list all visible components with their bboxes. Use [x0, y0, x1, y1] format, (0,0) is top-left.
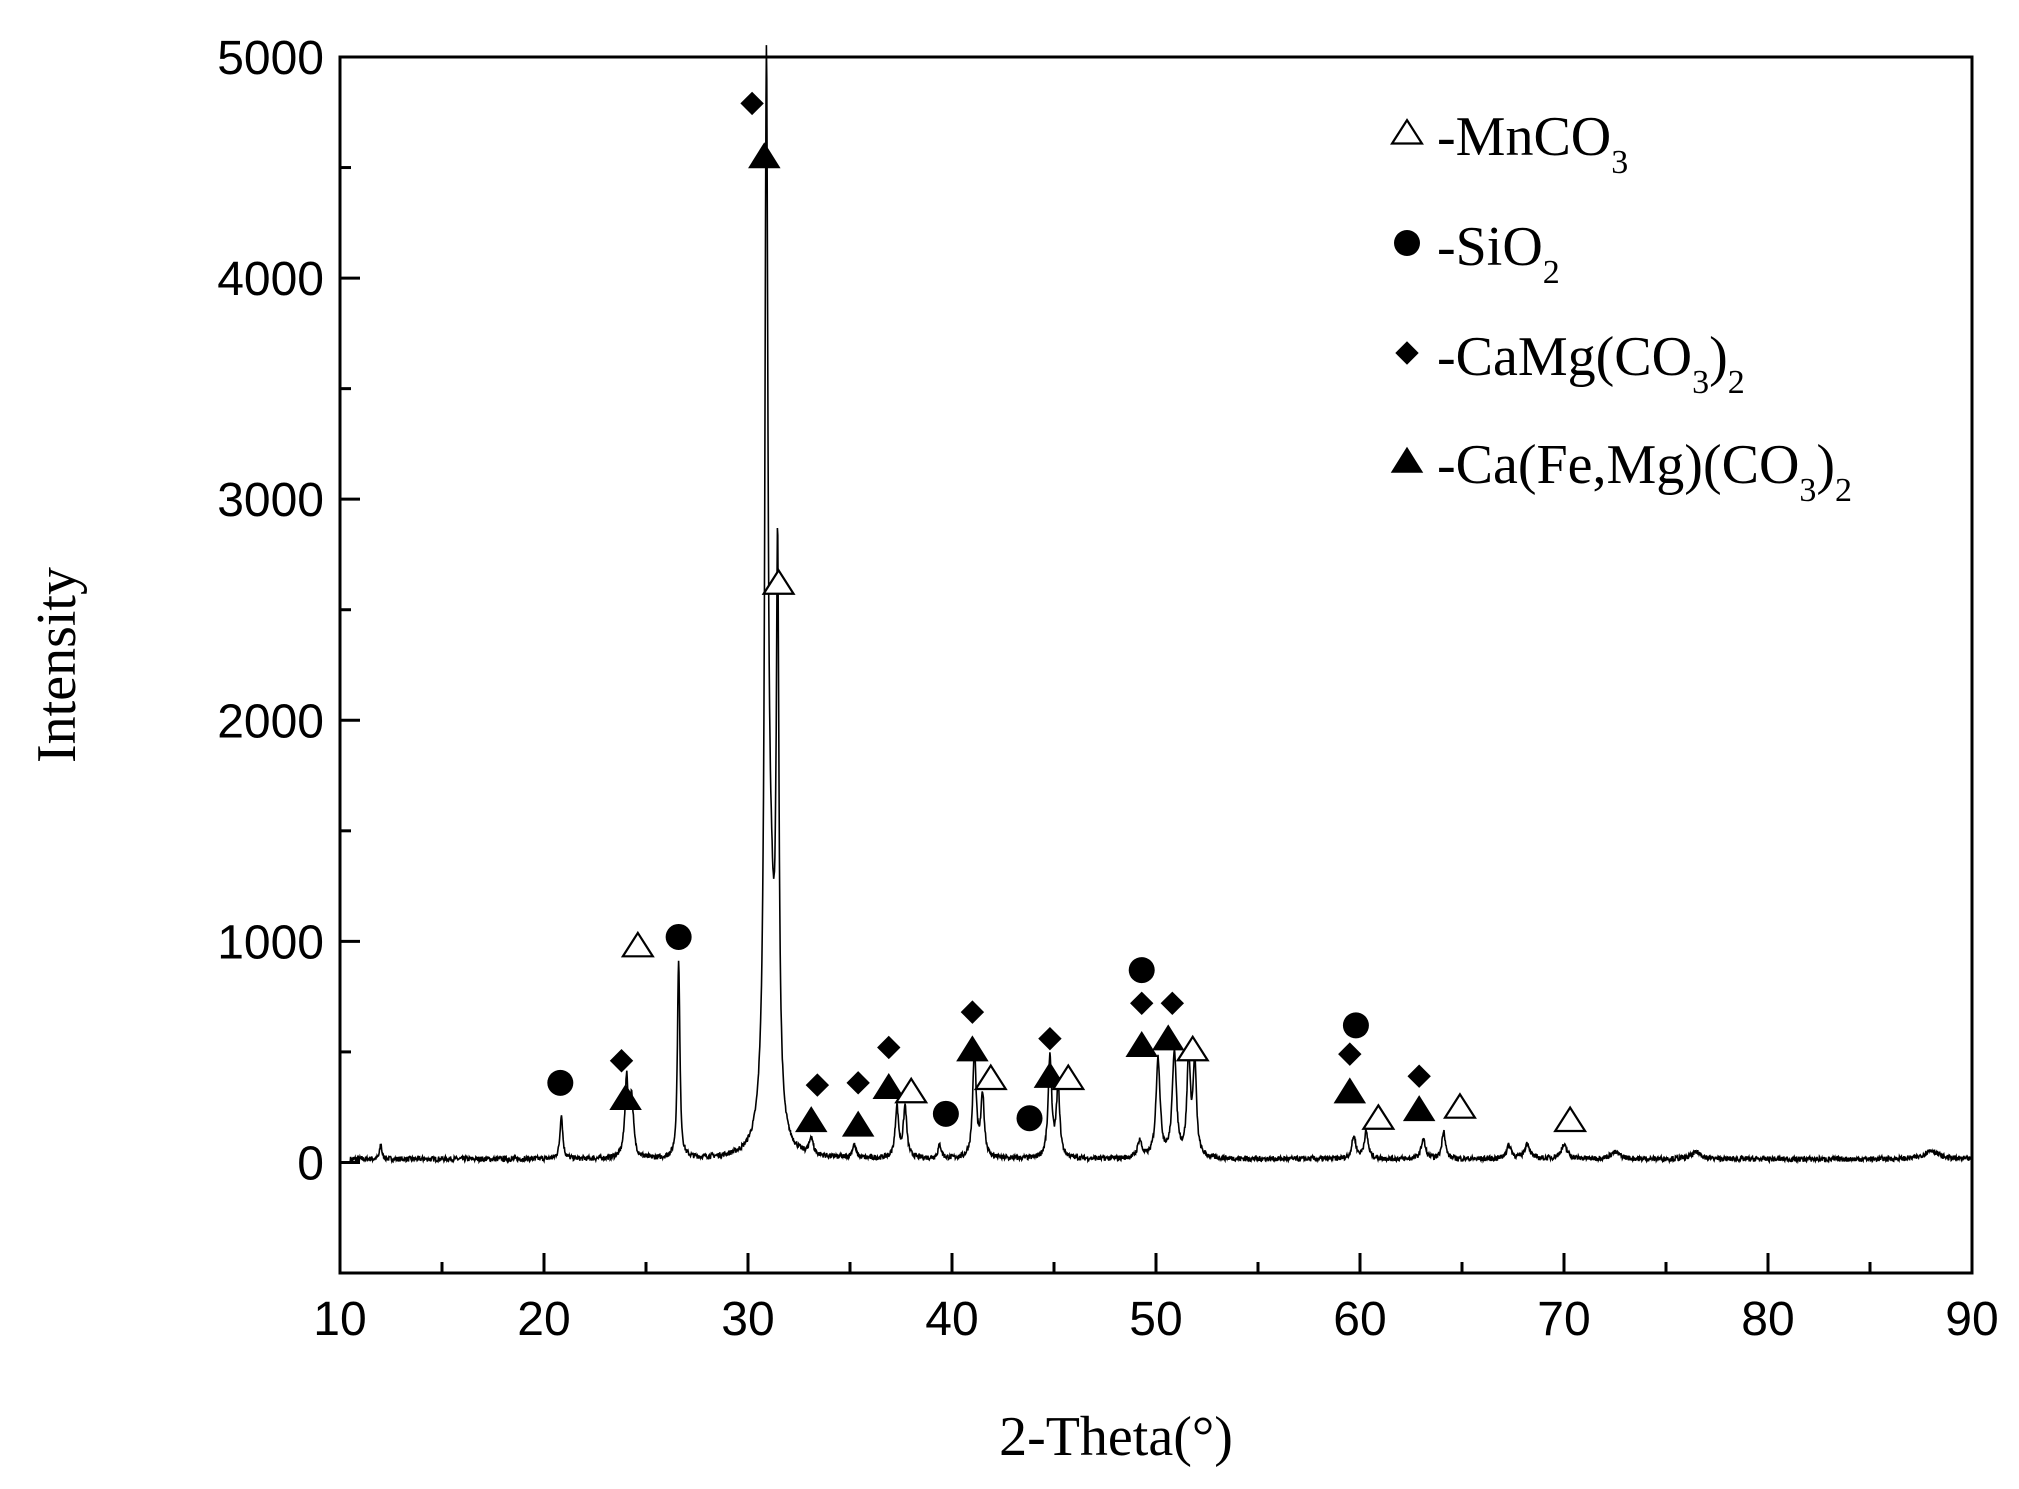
- circle-marker: [1128, 957, 1155, 984]
- x-tick-label: 60: [1333, 1293, 1386, 1346]
- triangle-marker: [748, 142, 781, 169]
- xrd-pattern-line: [349, 45, 1971, 1165]
- y-tick-label: 2000: [217, 695, 324, 748]
- diamond-marker: [805, 1073, 830, 1097]
- legend-diamond-symbol: [1395, 341, 1419, 365]
- y-axis-title: Intensity: [26, 567, 88, 763]
- circle-marker: [932, 1100, 959, 1127]
- circle-marker: [665, 923, 692, 950]
- triangle-marker: [1151, 1024, 1185, 1051]
- legend-label: -SiO2: [1437, 216, 1560, 291]
- diamond-marker: [1160, 991, 1185, 1015]
- diamond-marker: [1407, 1064, 1431, 1088]
- x-tick-label: 20: [517, 1293, 570, 1346]
- x-tick-label: 90: [1945, 1293, 1998, 1346]
- triangle-marker: [841, 1110, 875, 1137]
- triangle-marker: [956, 1035, 989, 1062]
- diamond-marker: [609, 1049, 634, 1073]
- open-triangle-marker: [1443, 1092, 1477, 1119]
- x-tick-label: 50: [1129, 1293, 1182, 1346]
- diamond-marker: [1038, 1026, 1062, 1051]
- x-tick-label: 80: [1741, 1293, 1794, 1346]
- diamond-marker: [846, 1071, 870, 1095]
- legend-label: -Ca(Fe,Mg)(CO3)2: [1437, 434, 1852, 509]
- diamond-marker: [1130, 991, 1154, 1015]
- phase-markers: [547, 91, 1588, 1137]
- x-tick-label: 70: [1537, 1293, 1590, 1346]
- x-tick-label: 10: [313, 1293, 366, 1346]
- open-triangle-marker: [1553, 1105, 1588, 1133]
- x-tick-label: 30: [721, 1293, 774, 1346]
- open-triangle-marker: [1361, 1103, 1396, 1130]
- diamond-marker: [877, 1035, 901, 1060]
- legend-circle-symbol: [1394, 230, 1420, 256]
- x-axis-title: 2-Theta(°): [999, 1406, 1233, 1468]
- y-tick-label: 5000: [217, 32, 324, 85]
- circle-marker: [1342, 1012, 1369, 1039]
- y-tick-label: 3000: [217, 474, 324, 527]
- y-axis-ticks: [340, 55, 360, 1275]
- triangle-marker: [872, 1072, 906, 1099]
- triangle-marker: [1125, 1030, 1158, 1057]
- x-tick-label: 40: [925, 1293, 978, 1346]
- legend-open-triangle-symbol: [1390, 118, 1424, 145]
- x-tick-labels: 10 20 30 40 50 60 70 80 90: [313, 1293, 1998, 1346]
- open-triangle-marker: [620, 930, 655, 958]
- open-triangle-marker: [894, 1076, 929, 1104]
- legend-label: -CaMg(CO3)2: [1437, 326, 1745, 401]
- diamond-marker: [1338, 1042, 1362, 1066]
- y-tick-label: 4000: [217, 253, 324, 306]
- triangle-marker: [1402, 1095, 1436, 1122]
- circle-marker: [1016, 1105, 1043, 1132]
- open-triangle-marker: [761, 568, 796, 595]
- legend: -MnCO3 -SiO2 -CaMg(CO3)2 -Ca(Fe,Mg)(CO3)2: [1390, 106, 1852, 509]
- triangle-marker: [1333, 1077, 1367, 1104]
- diamond-marker: [740, 91, 764, 116]
- y-tick-labels: 0 1000 2000 3000 4000 5000: [217, 32, 324, 1190]
- triangle-marker: [609, 1084, 642, 1111]
- circle-marker: [547, 1069, 574, 1096]
- open-triangle-marker: [1051, 1063, 1086, 1091]
- diamond-marker: [960, 1000, 985, 1024]
- y-tick-label: 0: [297, 1137, 324, 1190]
- triangle-marker: [794, 1106, 828, 1133]
- legend-triangle-symbol: [1390, 446, 1424, 473]
- open-triangle-marker: [1175, 1034, 1210, 1062]
- open-triangle-marker: [973, 1063, 1008, 1091]
- y-tick-label: 1000: [217, 916, 324, 969]
- x-axis-ticks: [338, 1253, 1974, 1273]
- legend-label: -MnCO3: [1437, 106, 1628, 181]
